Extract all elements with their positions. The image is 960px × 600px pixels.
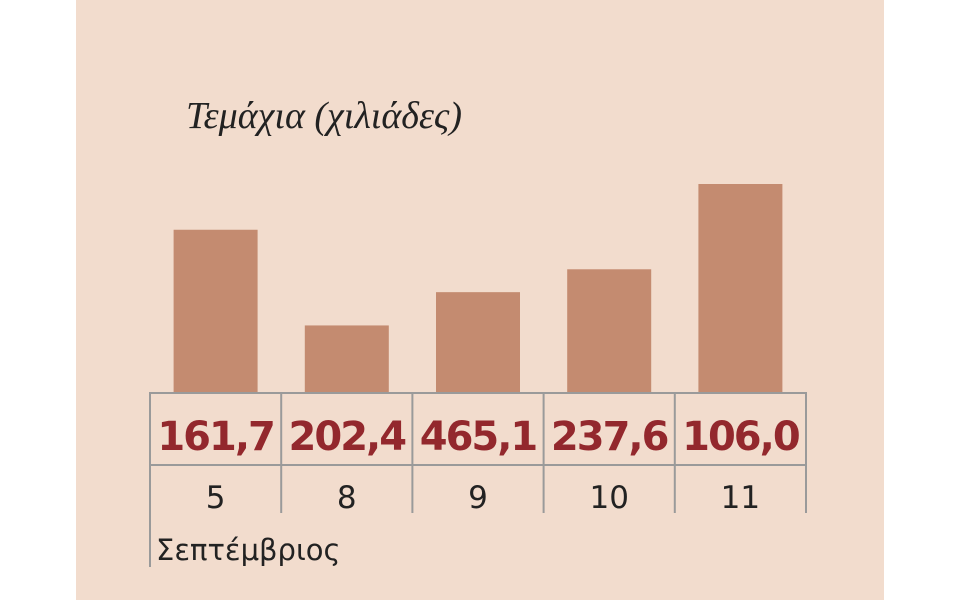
- tick-labels-group: 5 8 9 10 11: [206, 480, 760, 516]
- bar-9: [436, 292, 520, 392]
- value-labels-group: 161,7 202,4 465,1 237,6 106,0: [157, 414, 800, 460]
- x-axis-label: Σεπτέμβριος: [156, 533, 341, 567]
- chart-title: Τεμάχια (χιλιάδες): [186, 95, 462, 137]
- tick-label-5: 5: [206, 480, 226, 516]
- bar-5: [173, 229, 258, 392]
- value-label-9: 465,1: [420, 414, 537, 460]
- bar-10: [567, 269, 652, 392]
- tick-label-11: 11: [721, 480, 760, 516]
- value-label-11: 106,0: [682, 414, 799, 460]
- value-label-10: 237,6: [551, 414, 668, 460]
- bar-8: [304, 325, 389, 392]
- bar-11: [698, 184, 783, 392]
- value-label-8: 202,4: [289, 414, 406, 460]
- tick-label-8: 8: [337, 480, 357, 516]
- tick-label-10: 10: [589, 480, 628, 516]
- value-label-5: 161,7: [157, 414, 274, 460]
- table-grid: [149, 392, 807, 567]
- bars-group: [173, 184, 783, 392]
- bar-chart: Τεμάχια (χιλιάδες) 161,7 202,4 465,1 237,6 1…: [149, 95, 807, 567]
- tick-label-9: 9: [468, 480, 488, 516]
- chart-panel: Τεμάχια (χιλιάδες) 161,7 202,4 465,1 237,6 1…: [76, 0, 884, 600]
